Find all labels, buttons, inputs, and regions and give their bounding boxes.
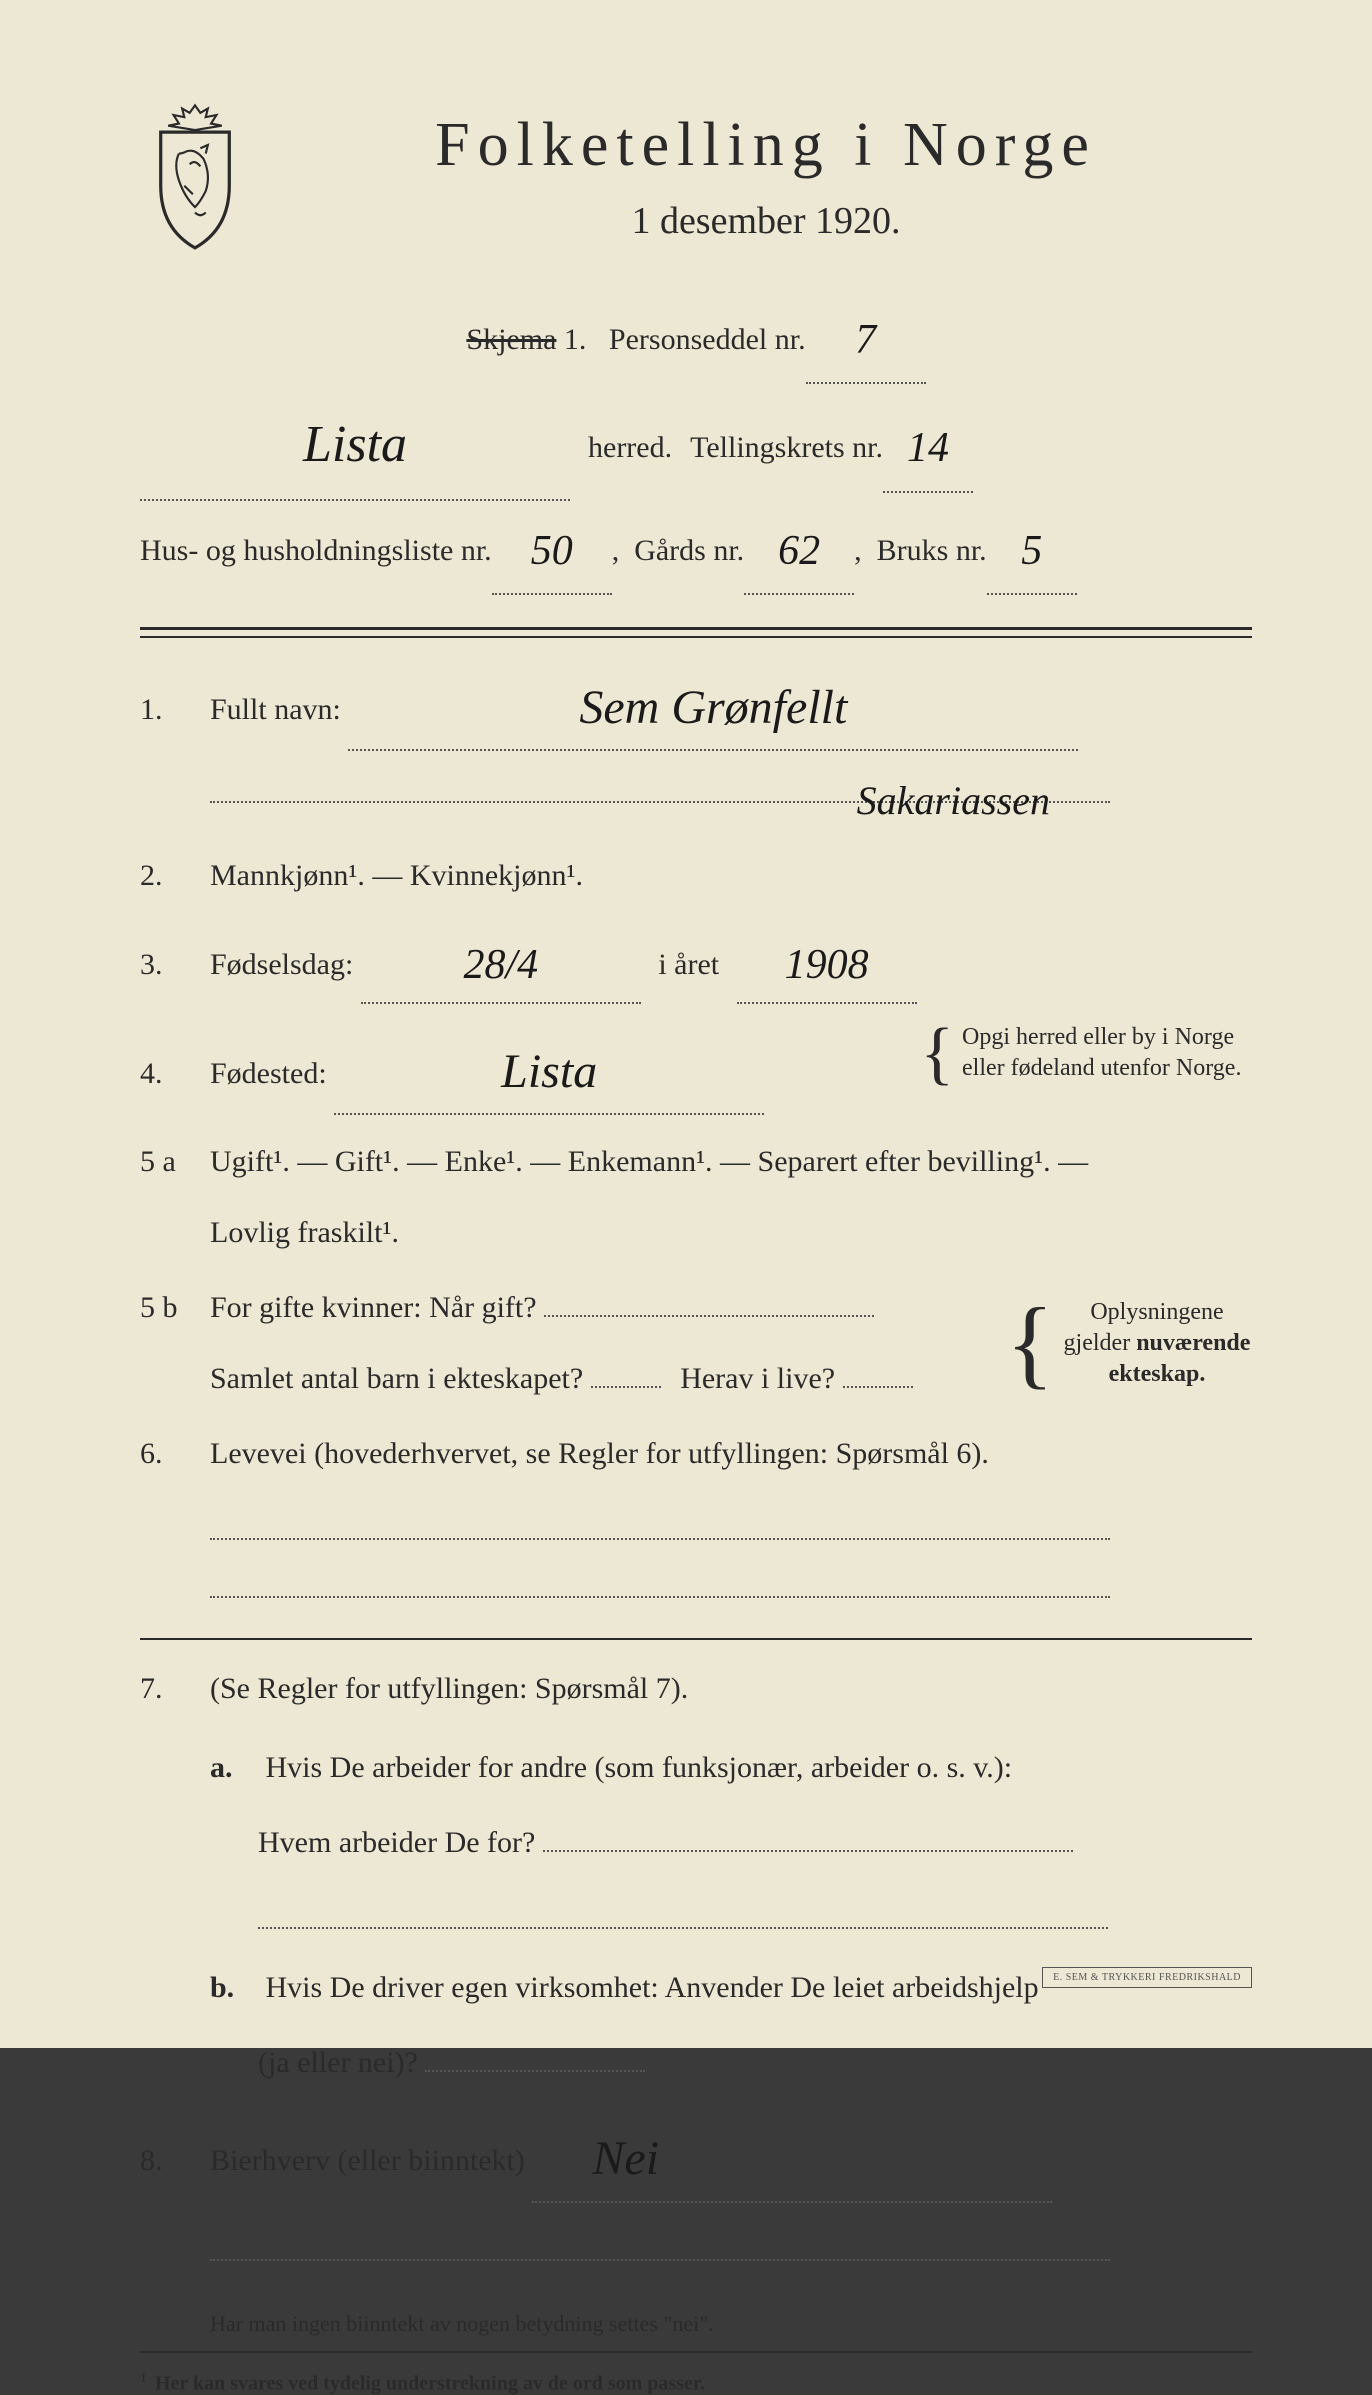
- census-form-page: Folketelling i Norge 1 desember 1920. Sk…: [0, 0, 1372, 2048]
- meta-line-3: Hus- og husholdningsliste nr. 50 , Gårds…: [140, 501, 1252, 595]
- husliste-nr: 50: [531, 528, 573, 574]
- footer-note: Har man ingen biinntekt av nogen betydni…: [210, 2311, 1252, 2337]
- q4-note: Opgi herred eller by i Norge eller fødel…: [962, 1022, 1252, 1084]
- header: Folketelling i Norge 1 desember 1920.: [140, 100, 1252, 250]
- printer-stamp: E. SEM & TRYKKERI FREDRIKSHALD: [1042, 1967, 1252, 1988]
- q7-num: 7.: [140, 1660, 210, 1717]
- title-sub: 1 desember 1920.: [280, 199, 1252, 243]
- footnote-text: Her kan svares ved tydelig understreknin…: [155, 2372, 705, 2394]
- divider: [140, 2351, 1252, 2353]
- personseddel-nr: 7: [855, 317, 876, 363]
- husliste-label: Hus- og husholdningsliste nr.: [140, 518, 492, 584]
- personseddel-label: Personseddel nr.: [609, 307, 806, 373]
- q1-num: 1.: [140, 681, 210, 738]
- herred-value: Lista: [303, 416, 407, 473]
- q5b-note-wrap: { Oplysningene gjelder nuværende ekteska…: [1006, 1297, 1252, 1391]
- q8-row: 8. Bierhverv (eller biinntekt) Nei: [140, 2109, 1252, 2202]
- tellingskrets-nr: 14: [907, 425, 949, 471]
- footnote: 1Her kan svares ved tydelig understrekni…: [140, 2371, 1252, 2395]
- question-list: 1. Fullt navn: Sem Grønfellt Sakariassen…: [140, 658, 1252, 2260]
- q7b-text2: (ja eller nei)?: [258, 2046, 418, 2079]
- q4-row: 4. Fødested: Lista { Opgi herred eller b…: [140, 1022, 1252, 1115]
- q7b-text1: Hvis De driver egen virksomhet: Anvender…: [266, 1971, 1039, 2004]
- q2-male: Mannkjønn¹.: [210, 859, 365, 892]
- q5a-text: Ugift¹. — Gift¹. — Enke¹. — Enkemann¹. —…: [210, 1133, 1252, 1190]
- bruks-nr: 5: [1021, 528, 1042, 574]
- q6-num: 6.: [140, 1425, 210, 1482]
- q5a-text2: Lovlig fraskilt¹.: [210, 1204, 1252, 1261]
- q2-num: 2.: [140, 847, 210, 904]
- divider: [140, 627, 1252, 630]
- q7a-text2: Hvem arbeider De for?: [258, 1826, 535, 1859]
- q3-row: 3. Fødselsdag: 28/4 i året 1908: [140, 922, 1252, 1004]
- q5b-row: 5 b For gifte kvinner: Når gift? Samlet …: [140, 1279, 1252, 1407]
- meta-line-1: Skjema 1. Personseddel nr. 7: [140, 290, 1252, 384]
- title-block: Folketelling i Norge 1 desember 1920.: [280, 100, 1252, 243]
- coat-of-arms-icon: [140, 100, 250, 250]
- q7a-letter: a.: [210, 1739, 258, 1796]
- q4-label: Fødested:: [210, 1057, 327, 1090]
- q7-row: 7. (Se Regler for utfyllingen: Spørsmål …: [140, 1660, 1252, 2091]
- herred-label: herred.: [588, 415, 672, 481]
- q6-fill-2: [210, 1568, 1110, 1598]
- q4-value: Lista: [501, 1045, 597, 1098]
- bruks-label: Bruks nr.: [877, 518, 987, 584]
- q5b-num: 5 b: [140, 1279, 210, 1336]
- gards-nr: 62: [778, 528, 820, 574]
- q1-row: 1. Fullt navn: Sem Grønfellt Sakariassen: [140, 658, 1252, 829]
- q1-value1: Sem Grønfellt: [579, 681, 847, 734]
- q3-day: 28/4: [464, 942, 539, 988]
- q8-value: Nei: [532, 2132, 659, 2185]
- q7a-fill: [258, 1899, 1108, 1929]
- q1-value2: Sakariassen: [857, 778, 1110, 823]
- q7a-text1: Hvis De arbeider for andre (som funksjon…: [266, 1751, 1013, 1784]
- q5b-line1a: For gifte kvinner: Når gift?: [210, 1291, 537, 1324]
- q5b-line2a: Samlet antal barn i ekteskapet?: [210, 1362, 583, 1395]
- q3-year: 1908: [785, 942, 869, 988]
- divider: [140, 636, 1252, 638]
- q2-dash: —: [372, 859, 410, 892]
- meta-block: Skjema 1. Personseddel nr. 7 Lista herre…: [140, 290, 1252, 595]
- q5a-row: 5 a Ugift¹. — Gift¹. — Enke¹. — Enkemann…: [140, 1133, 1252, 1261]
- skjema-label: Skjema 1.: [466, 307, 609, 373]
- q8-label: Bierhverv (eller biinntekt): [210, 2144, 525, 2177]
- q6-text: Levevei (hovederhvervet, se Regler for u…: [210, 1425, 1252, 1482]
- q5a-num: 5 a: [140, 1133, 210, 1190]
- meta-line-2: Lista herred. Tellingskrets nr. 14: [140, 384, 1252, 500]
- q4-note-wrap: { Opgi herred eller by i Norge eller fød…: [920, 1022, 1252, 1084]
- gards-label: Gårds nr.: [634, 518, 744, 584]
- tellingskrets-label: Tellingskrets nr.: [690, 415, 883, 481]
- title-main: Folketelling i Norge: [280, 110, 1252, 181]
- q3-num: 3.: [140, 936, 210, 993]
- q2-row: 2. Mannkjønn¹. — Kvinnekjønn¹.: [140, 847, 1252, 904]
- divider: [140, 1638, 1252, 1640]
- q8-num: 8.: [140, 2132, 210, 2189]
- q2-female: Kvinnekjønn¹.: [410, 859, 583, 892]
- q7-intro: (Se Regler for utfyllingen: Spørsmål 7).: [210, 1660, 1252, 1717]
- q7b-letter: b.: [210, 1959, 258, 2016]
- q6-fill-1: [210, 1510, 1110, 1540]
- q4-num: 4.: [140, 1045, 210, 1102]
- q8-fill: [210, 2231, 1110, 2261]
- q6-row: 6. Levevei (hovederhvervet, se Regler fo…: [140, 1425, 1252, 1482]
- q3-label: Fødselsdag:: [210, 948, 353, 981]
- q1-label: Fullt navn:: [210, 693, 341, 726]
- q5b-line2b: Herav i live?: [680, 1362, 835, 1395]
- q3-mid: i året: [658, 948, 719, 981]
